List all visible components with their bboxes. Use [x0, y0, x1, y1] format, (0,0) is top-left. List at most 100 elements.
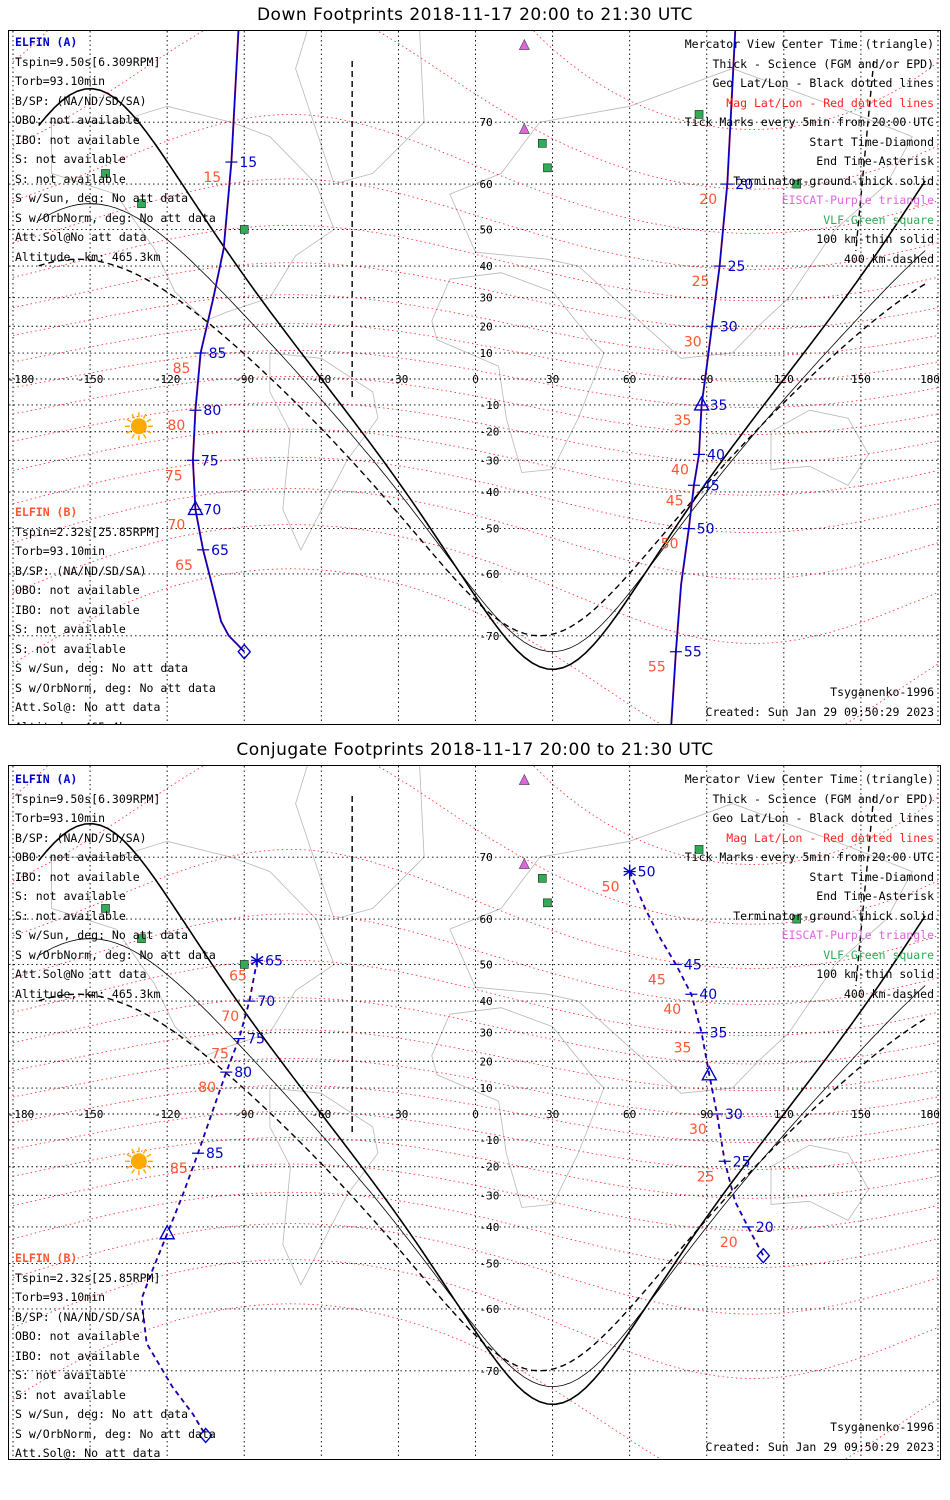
sun-ray	[142, 433, 147, 439]
land-outline	[295, 766, 425, 920]
mag-latitude-line	[12, 428, 939, 496]
legend-item: 100 km-thin solid	[816, 232, 934, 246]
lat-tick-label: -30	[480, 1189, 500, 1202]
tick-label-b: 80	[167, 418, 185, 434]
mag-latitude-line	[12, 1303, 939, 1459]
lat-tick-label: -20	[480, 426, 500, 439]
tick-label-b: 45	[666, 493, 684, 509]
lon-tick-label: -30	[388, 1108, 408, 1121]
lat-tick-label: -70	[480, 1365, 500, 1378]
info-line: S: not available	[15, 1368, 126, 1382]
lat-tick-label: -40	[480, 486, 500, 499]
tick-label-a: 45	[684, 957, 702, 973]
tick-label-b: 70	[221, 1009, 239, 1025]
lon-tick-label: 30	[546, 373, 559, 386]
sun-ray	[131, 433, 136, 439]
lon-tick-label: -90	[234, 373, 254, 386]
info-line: OBO: not available	[15, 850, 140, 864]
tick-label-b: 50	[661, 537, 679, 553]
footer-right: Tsyganenko-1996 Created: Sun Jan 29 09:5…	[706, 1418, 934, 1457]
lon-tick-label: 150	[851, 373, 871, 386]
mag-latitude-line	[12, 1163, 939, 1231]
terminator	[38, 60, 926, 671]
sun-ray	[146, 1165, 152, 1169]
lat-tick-label: 10	[480, 1082, 493, 1095]
elfin-b-lines: Tspin=2.32s[25.85RPM] Torb=93.10min B/SP: …	[15, 523, 216, 725]
legend-item: Mag Lat/Lon - Red dotted lines	[726, 830, 934, 845]
info-line: IBO: not available	[15, 132, 140, 147]
tick-label-a: 15	[239, 155, 257, 171]
mag-latitude-line	[12, 294, 939, 357]
info-line: OBO: not available	[15, 1329, 140, 1343]
end-asterisk-icon	[623, 864, 637, 879]
sun-disk	[130, 418, 147, 435]
lon-tick-label: -180	[9, 1108, 34, 1121]
info-line: S w/OrbNorm, deg: No att data	[15, 680, 216, 695]
sun-ray	[126, 1153, 132, 1158]
elfin-a-lines: Tspin=9.50s[6.309RPM] Torb=93.10min B/SP: …	[15, 790, 216, 1005]
info-line: Torb=93.10min	[15, 544, 106, 558]
lat-tick-label: 50	[480, 223, 493, 236]
tick-label-b: 75	[211, 1047, 229, 1063]
vlf-square-icon	[239, 225, 249, 234]
coastline-outline	[51, 31, 913, 551]
info-line: Torb=93.10min	[15, 811, 106, 825]
legend-item: End Time-Asterisk	[816, 889, 934, 903]
vlf-square-icon	[101, 169, 110, 178]
eiscat-triangle-icon	[518, 38, 530, 50]
land-outline	[431, 1007, 605, 1208]
tick-label-a: 40	[707, 447, 725, 463]
info-line: S: not available	[15, 641, 126, 656]
axis-labels: -180 -150 -120 -90 -60 -30 0 30 60 90 120 150 180 70 6…	[9, 116, 940, 643]
mag-latitude-line	[12, 488, 939, 580]
tick-label-b: 45	[648, 972, 666, 988]
mag-latitude-line	[12, 1223, 939, 1315]
lon-tick-label: -180	[9, 373, 34, 386]
center-time-triangle-icon	[701, 1065, 718, 1081]
legend-item: Mercator View Center Time (triangle)	[684, 37, 934, 51]
tick-label-b: 85	[173, 361, 191, 377]
vlf-square-icon	[792, 914, 801, 924]
info-line: B/SP: (NA/ND/SD/SA)	[15, 1309, 147, 1324]
track-east-elfin-a	[670, 31, 737, 724]
lat-tick-label: 50	[480, 958, 493, 971]
track-west-elfin-a	[192, 31, 245, 653]
vlf-square-icon	[694, 110, 704, 119]
land-outline	[269, 1087, 379, 1286]
elfin-a-name: ELFIN (A)	[15, 772, 78, 786]
lon-tick-label: -30	[388, 373, 408, 386]
vlf-square-icon	[137, 199, 146, 208]
info-line: S: not available	[15, 889, 126, 903]
lat-tick-label: 40	[480, 260, 493, 273]
elfin-a-info: ELFIN (A) Tspin=9.50s[6.309RPM] Torb=93.1…	[15, 33, 216, 267]
elfin-b-info: ELFIN (B) Tspin=2.32s[25.85RPM] Torb=93.1…	[15, 503, 216, 725]
lon-tick-label: -150	[77, 1108, 104, 1121]
terminator-100km	[38, 938, 926, 1388]
tick-label-a: 55	[684, 645, 702, 661]
vlf-square-icon	[543, 898, 552, 908]
lon-tick-label: 30	[546, 1108, 559, 1121]
sun-ray	[126, 1165, 132, 1169]
land-outline	[449, 68, 913, 359]
lon-tick-label: 120	[774, 1108, 794, 1121]
lat-tick-label: 70	[480, 851, 493, 864]
lon-tick-label: 60	[623, 1108, 636, 1121]
tick-label-a: 75	[247, 1032, 265, 1048]
tick-label-b: 80	[198, 1080, 216, 1096]
tick-label-b: 70	[167, 517, 185, 533]
mag-latitude-line	[12, 1136, 939, 1199]
legend-item: Geo Lat/Lon - Black dotted lines	[712, 811, 934, 825]
terminator-400km-branch	[855, 795, 875, 987]
info-line: OBO: not available	[15, 113, 140, 127]
info-line: B/SP: (NA/ND/SD/SA)	[15, 93, 147, 108]
lat-tick-label: 30	[480, 292, 493, 305]
legend-item: 400 km-dashed	[843, 251, 934, 266]
legend: Mercator View Center Time (triangle) Thic…	[685, 35, 934, 269]
tick-label-b: 25	[692, 274, 710, 290]
sun-ray	[131, 413, 136, 419]
mag-latitude-line	[12, 456, 939, 534]
tick-label-a: 35	[710, 398, 728, 414]
legend-item: Tick Marks every 5min from 20:00 UTC	[684, 850, 934, 864]
tick-label-a: 25	[728, 259, 746, 275]
elfin-a-name: ELFIN (A)	[15, 35, 78, 49]
